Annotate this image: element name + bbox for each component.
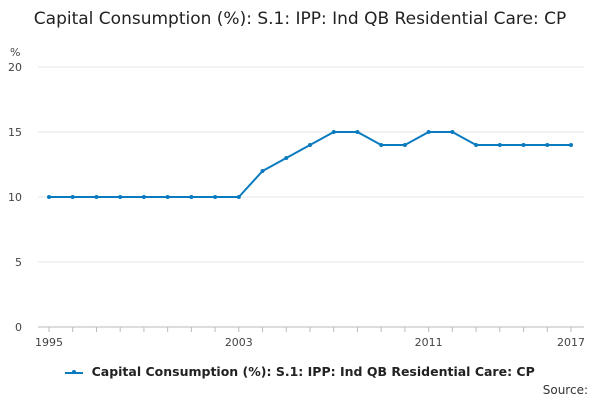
data-point[interactable] [141,195,146,199]
data-point[interactable] [474,143,479,147]
data-point[interactable] [379,143,384,147]
data-point[interactable] [94,195,99,199]
series-line [49,131,571,198]
data-point[interactable] [189,195,194,199]
data-point[interactable] [47,195,51,199]
x-tick-label: 1995 [35,336,63,349]
x-tick-label: 2011 [415,336,443,349]
x-tick-label: 2017 [557,336,585,349]
y-tick-label: 20 [8,61,22,74]
legend-label: Capital Consumption (%): S.1: IPP: Ind Q… [91,364,535,379]
chart-title: Capital Consumption (%): S.1: IPP: Ind Q… [33,9,567,29]
y-axis-label: % [10,46,20,59]
data-point[interactable] [236,195,241,199]
data-point[interactable] [308,143,312,147]
source-label: Source: [542,383,588,397]
data-point[interactable] [402,143,407,147]
data-point[interactable] [331,130,336,134]
y-tick-label: 5 [15,256,22,269]
data-point[interactable] [450,130,455,134]
data-point[interactable] [118,195,123,199]
data-point[interactable] [545,143,550,147]
data-point[interactable] [213,195,218,199]
data-point[interactable] [355,130,360,134]
y-tick-label: 15 [8,126,22,139]
data-point[interactable] [260,169,265,173]
data-point[interactable] [70,195,75,199]
y-tick-label: 0 [15,321,22,334]
data-point[interactable] [284,156,289,160]
data-point[interactable] [569,143,573,147]
data-point[interactable] [165,195,170,199]
data-point[interactable] [497,143,502,147]
legend[interactable]: Capital Consumption (%): S.1: IPP: Ind Q… [0,364,600,379]
x-tick-label: 2003 [225,336,253,349]
y-tick-label: 10 [8,191,22,204]
data-point[interactable] [426,130,431,134]
legend-swatch [65,369,84,374]
data-point[interactable] [521,143,526,147]
